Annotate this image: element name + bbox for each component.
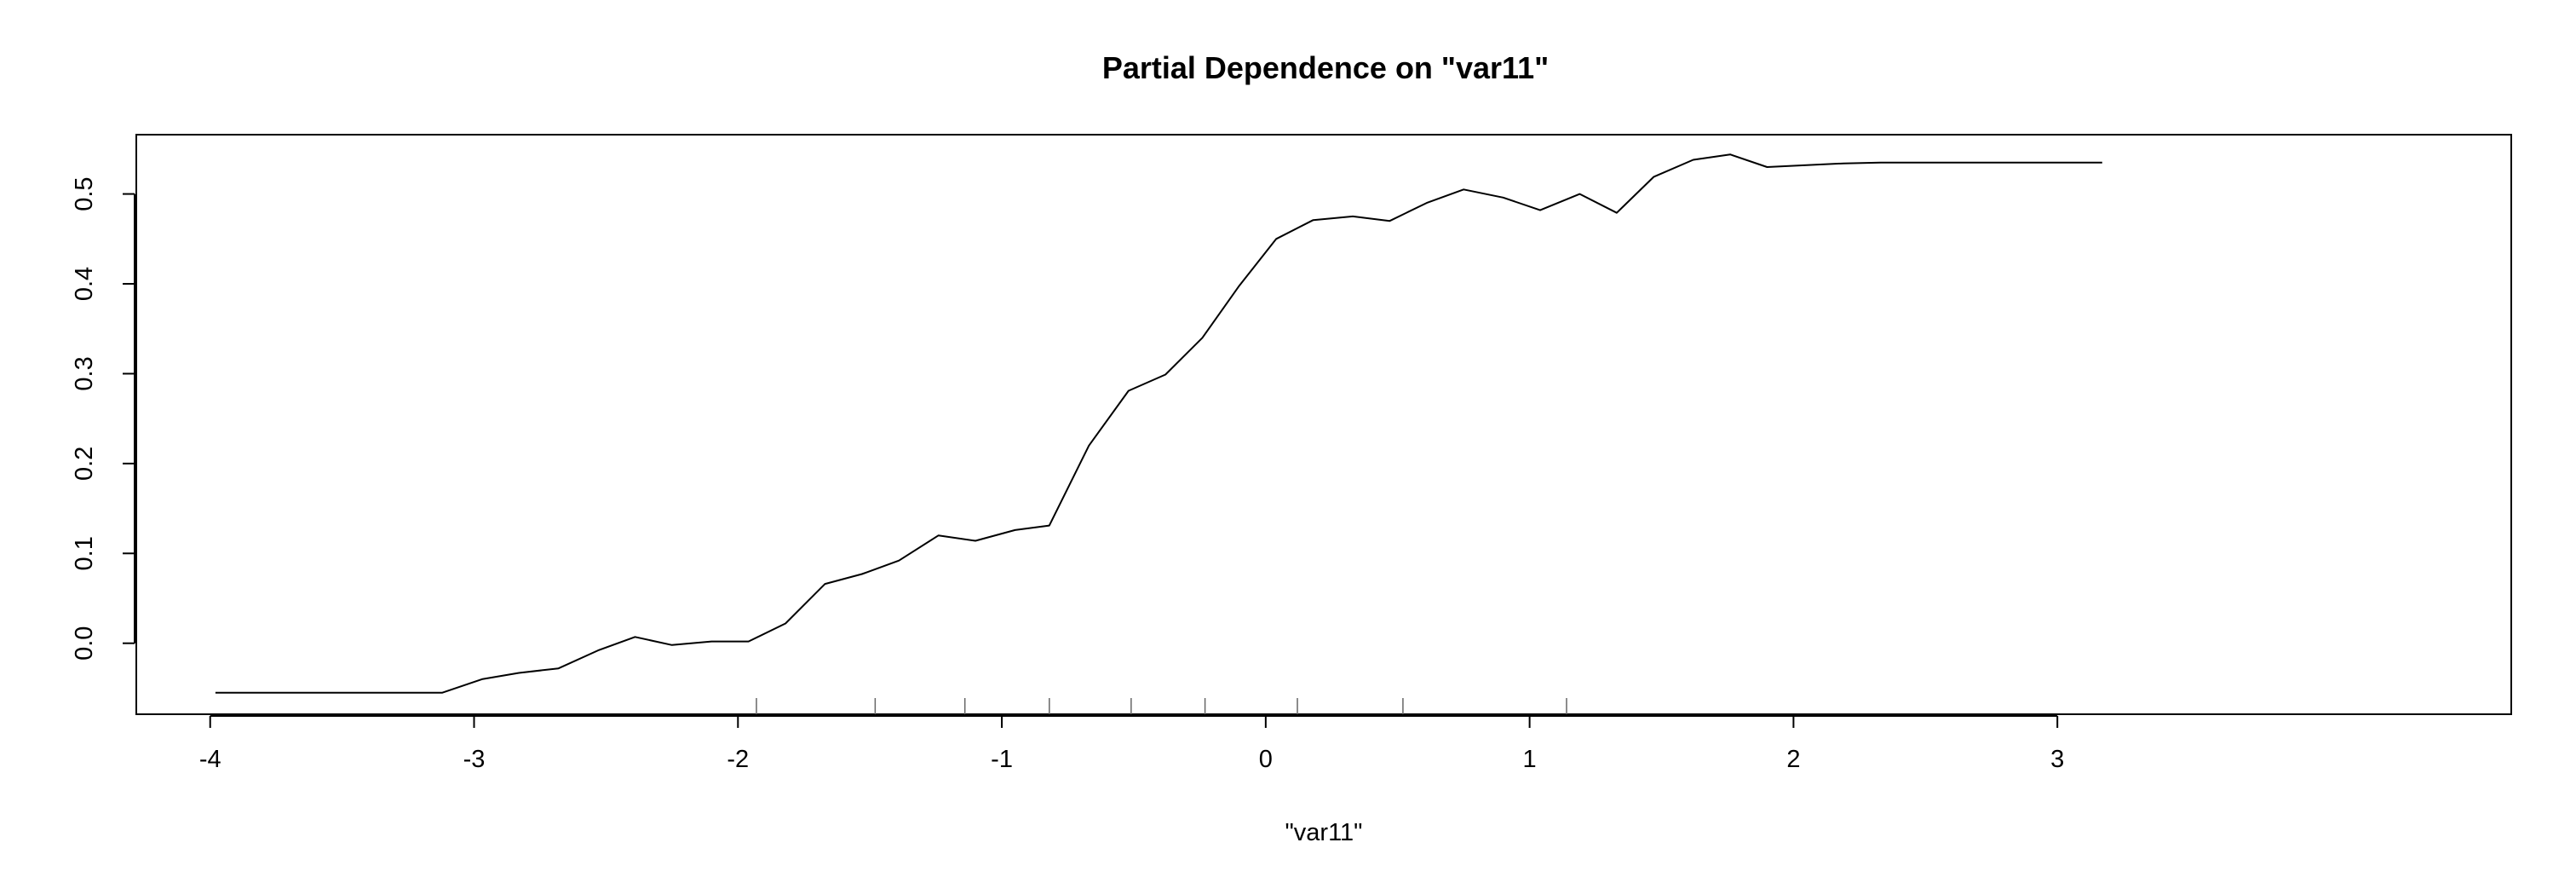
y-tick-label: 0.4 <box>71 267 98 301</box>
y-tick-label: 0.5 <box>71 176 98 211</box>
series-line <box>215 153 2102 694</box>
y-tick-label: 0.0 <box>71 626 98 661</box>
x-tick-label: 3 <box>2050 746 2064 773</box>
x-axis: -4 -3 -2 -1 0 1 2 3 <box>199 715 2064 773</box>
plot-frame <box>135 134 2512 715</box>
x-tick-label: 2 <box>1786 746 1800 773</box>
y-tick-label: 0.2 <box>71 447 98 481</box>
x-tick-label: 1 <box>1523 746 1537 773</box>
chart-title: Partial Dependence on "var11" <box>1102 50 1549 85</box>
x-tick-label: 0 <box>1259 746 1273 773</box>
y-tick-label: 0.1 <box>71 536 98 570</box>
x-tick-label: -4 <box>199 746 221 773</box>
x-tick-label: -1 <box>991 746 1013 773</box>
y-axis: 0.0 0.1 0.2 0.3 0.4 0.5 <box>71 176 135 661</box>
x-tick-label: -3 <box>463 746 486 773</box>
x-axis-label: "var11" <box>1285 819 1363 846</box>
series-layer <box>215 153 2102 694</box>
x-tick-label: -2 <box>727 746 749 773</box>
rug-marks <box>756 698 1567 714</box>
y-tick-label: 0.3 <box>71 356 98 390</box>
